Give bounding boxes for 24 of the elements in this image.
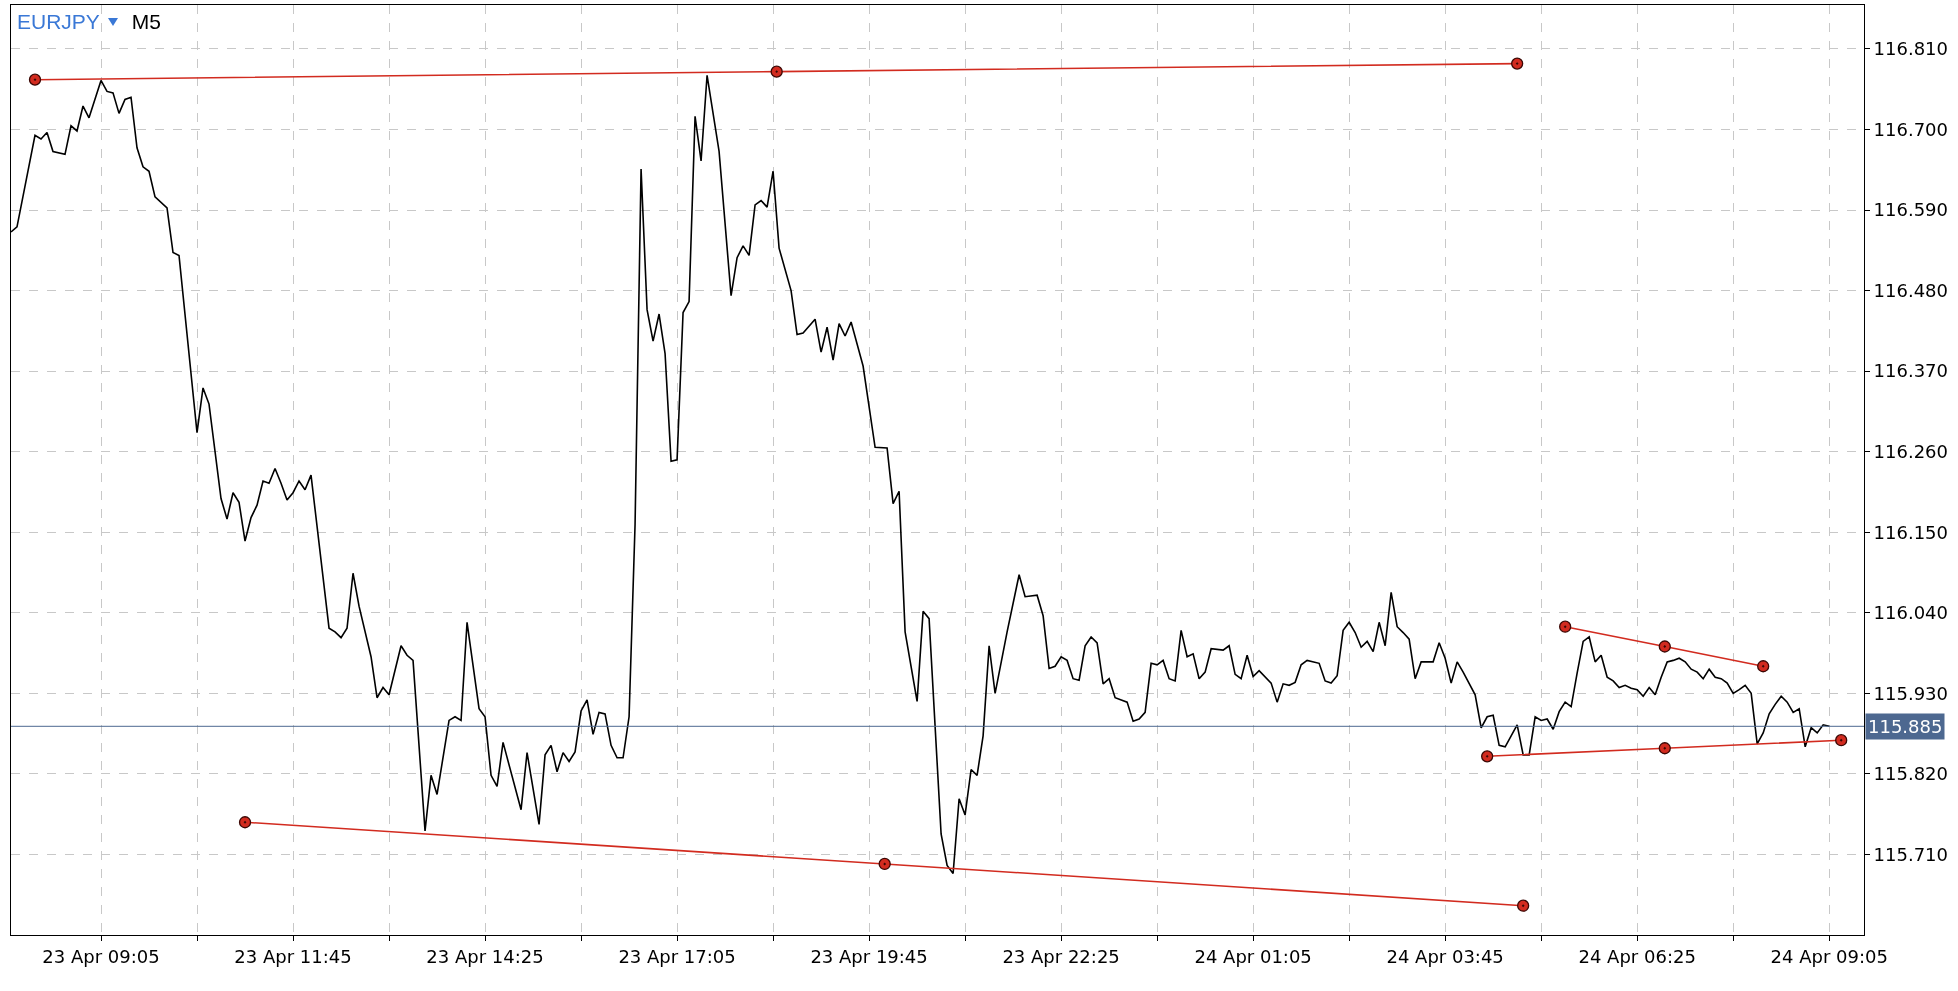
y-tick-label: 115.710 bbox=[1873, 843, 1949, 865]
y-tick-label: 116.150 bbox=[1873, 521, 1949, 543]
y-tick-label: 116.260 bbox=[1873, 440, 1949, 462]
y-tick-label: 116.370 bbox=[1873, 360, 1949, 382]
x-tick-label: 23 Apr 19:45 bbox=[810, 945, 928, 967]
y-tick-label: 116.040 bbox=[1873, 602, 1949, 624]
x-tick-label: 24 Apr 09:05 bbox=[1770, 945, 1888, 967]
y-tick-label: 116.700 bbox=[1873, 118, 1949, 140]
y-tick-label: 116.810 bbox=[1873, 38, 1949, 60]
x-tick-label: 24 Apr 01:05 bbox=[1194, 945, 1312, 967]
y-tick-label: 115.930 bbox=[1873, 682, 1949, 704]
x-tick-label: 24 Apr 03:45 bbox=[1386, 945, 1504, 967]
y-tick-label: 115.820 bbox=[1873, 763, 1949, 785]
chart-title: EURJPY bbox=[17, 9, 100, 34]
x-tick-label: 23 Apr 11:45 bbox=[234, 945, 352, 967]
y-tick-label: 116.590 bbox=[1873, 199, 1949, 221]
x-tick-label: 23 Apr 22:25 bbox=[1002, 945, 1120, 967]
x-tick-label: 23 Apr 17:05 bbox=[618, 945, 736, 967]
x-tick-label: 23 Apr 09:05 bbox=[42, 945, 160, 967]
chart-subtitle: M5 bbox=[131, 9, 162, 34]
x-tick-label: 24 Apr 06:25 bbox=[1578, 945, 1696, 967]
ref-line-label: 115.885 bbox=[1868, 716, 1943, 737]
x-tick-label: 23 Apr 14:25 bbox=[426, 945, 544, 967]
y-tick-label: 116.480 bbox=[1873, 279, 1949, 301]
